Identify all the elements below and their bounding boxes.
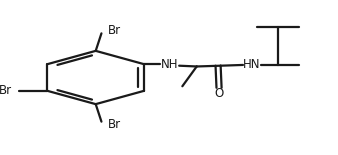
Text: NH: NH — [161, 58, 178, 71]
Text: HN: HN — [243, 58, 260, 71]
Text: Br: Br — [108, 24, 121, 37]
Text: Br: Br — [0, 84, 13, 97]
Text: Br: Br — [108, 118, 121, 131]
Text: O: O — [214, 87, 224, 100]
